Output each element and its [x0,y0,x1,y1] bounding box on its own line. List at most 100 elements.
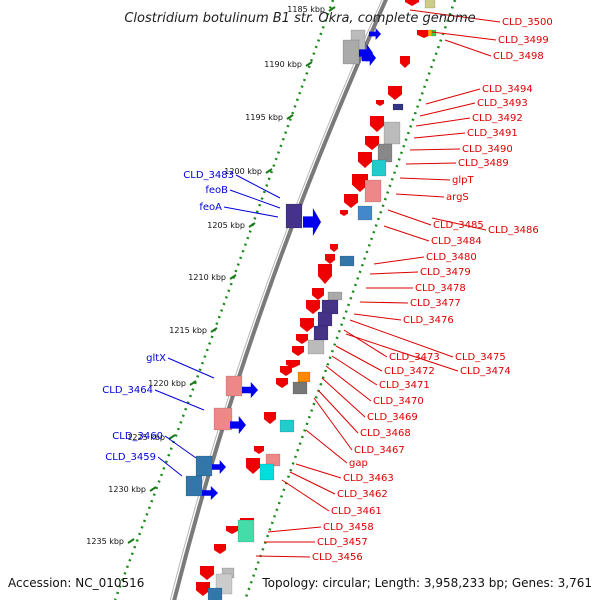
gene-feature[interactable] [317,311,333,327]
gene-label-right[interactable]: CLD_3478 [415,283,466,294]
gene-feature[interactable] [246,458,260,474]
gene-label-left[interactable]: gltX [146,353,166,364]
gene-label-right[interactable]: CLD_3489 [458,158,509,169]
gene-label-right[interactable]: CLD_3484 [431,236,482,247]
gene-feature[interactable] [292,346,304,356]
gene-feature[interactable] [307,339,325,355]
gene-feature[interactable] [358,152,372,168]
gene-feature[interactable] [207,587,223,600]
gene-label-right[interactable]: CLD_3479 [420,267,471,278]
gene-label-right[interactable]: CLD_3462 [337,489,388,500]
gene-label-right[interactable]: CLD_3470 [373,396,424,407]
gene-feature[interactable] [376,100,384,106]
gene-feature[interactable] [424,0,436,9]
gene-label-left[interactable]: CLD_3464 [102,385,153,396]
gene-feature[interactable] [226,526,238,534]
gene-label-right[interactable]: CLD_3475 [455,352,506,363]
gene-label-left[interactable]: feoA [199,202,222,213]
gene-label-right[interactable]: glpT [452,175,474,186]
gene-label-right[interactable]: CLD_3498 [493,51,544,62]
gene-feature[interactable] [370,116,384,132]
gene-feature[interactable] [400,56,410,68]
gene-feature[interactable] [364,179,382,203]
gene-feature[interactable] [202,486,218,500]
gene-label-right[interactable]: CLD_3494 [482,84,533,95]
gene-label-right[interactable]: CLD_3461 [331,506,382,517]
gene-feature[interactable] [313,325,329,341]
gene-label-right[interactable]: CLD_3500 [502,17,553,28]
gene-feature[interactable] [196,582,210,596]
gene-feature[interactable] [371,159,387,177]
gene-label-right[interactable]: gap [349,458,368,469]
gene-feature[interactable] [344,194,358,208]
gene-feature[interactable] [405,0,419,6]
gene-feature[interactable] [303,208,321,236]
gene-feature[interactable] [362,50,376,66]
gene-feature[interactable] [214,544,226,554]
gene-label-right[interactable]: CLD_3491 [467,128,518,139]
gene-feature[interactable] [325,254,335,264]
gene-label-right[interactable]: CLD_3463 [343,473,394,484]
gene-feature[interactable] [285,203,303,229]
gene-feature[interactable] [242,382,258,398]
gene-feature[interactable] [254,446,264,454]
gene-feature[interactable] [297,371,311,383]
gene-feature[interactable] [342,39,360,65]
gene-label-left[interactable]: CLD_3459 [105,452,156,463]
gene-feature[interactable] [357,205,373,221]
gene-feature[interactable] [237,519,255,543]
gene-feature[interactable] [365,136,379,150]
gene-label-left[interactable]: CLD_3460 [112,431,163,442]
gene-feature[interactable] [279,419,295,433]
gene-feature[interactable] [392,103,404,111]
gene-label-right[interactable]: CLD_3473 [389,352,440,363]
gene-feature[interactable] [427,29,433,37]
gene-label-right[interactable]: CLD_3485 [433,220,484,231]
gene-feature[interactable] [417,30,431,38]
gene-label-right[interactable]: CLD_3472 [384,366,435,377]
gene-feature[interactable] [383,121,401,145]
gene-feature[interactable] [213,407,233,431]
gene-label-right[interactable]: CLD_3471 [379,380,430,391]
gene-feature[interactable] [352,174,368,192]
gene-feature[interactable] [276,378,288,388]
gene-label-right[interactable]: CLD_3474 [460,366,511,377]
gene-label-right[interactable]: CLD_3467 [354,445,405,456]
gene-label-right[interactable]: CLD_3486 [488,225,539,236]
gene-label-right[interactable]: CLD_3477 [410,298,461,309]
gene-feature[interactable] [264,412,276,424]
gene-feature[interactable] [388,86,402,100]
gene-feature[interactable] [377,143,393,163]
gene-feature[interactable] [327,291,343,301]
gene-feature[interactable] [339,255,355,267]
gene-feature[interactable] [312,288,324,300]
gene-feature[interactable] [292,381,308,395]
gene-feature[interactable] [212,460,226,474]
gene-label-right[interactable]: CLD_3476 [403,315,454,326]
gene-feature[interactable] [340,210,348,216]
gene-feature[interactable] [259,463,275,481]
gene-label-right[interactable]: CLD_3480 [426,252,477,263]
gene-label-right[interactable]: CLD_3492 [472,113,523,124]
gene-label-left[interactable]: CLD_3483 [183,170,234,181]
gene-label-right[interactable]: CLD_3457 [317,537,368,548]
gene-feature[interactable] [195,455,213,477]
gene-feature[interactable] [306,300,320,314]
gene-label-right[interactable]: CLD_3458 [323,522,374,533]
gene-label-right[interactable]: CLD_3499 [498,35,549,46]
gene-feature[interactable] [200,566,214,580]
gene-label-right[interactable]: CLD_3493 [477,98,528,109]
gene-feature[interactable] [431,29,437,37]
gene-feature[interactable] [280,366,292,376]
gene-feature[interactable] [369,28,381,40]
gene-label-right[interactable]: CLD_3456 [312,552,363,563]
gene-label-right[interactable]: CLD_3468 [360,428,411,439]
gene-feature[interactable] [330,244,338,252]
gene-feature[interactable] [296,334,308,344]
gene-label-right[interactable]: CLD_3469 [367,412,418,423]
gene-label-left[interactable]: feoB [205,185,228,196]
gene-label-right[interactable]: argS [446,192,469,203]
gene-label-right[interactable]: CLD_3490 [462,144,513,155]
gene-feature[interactable] [230,416,246,434]
gene-feature[interactable] [318,264,332,284]
